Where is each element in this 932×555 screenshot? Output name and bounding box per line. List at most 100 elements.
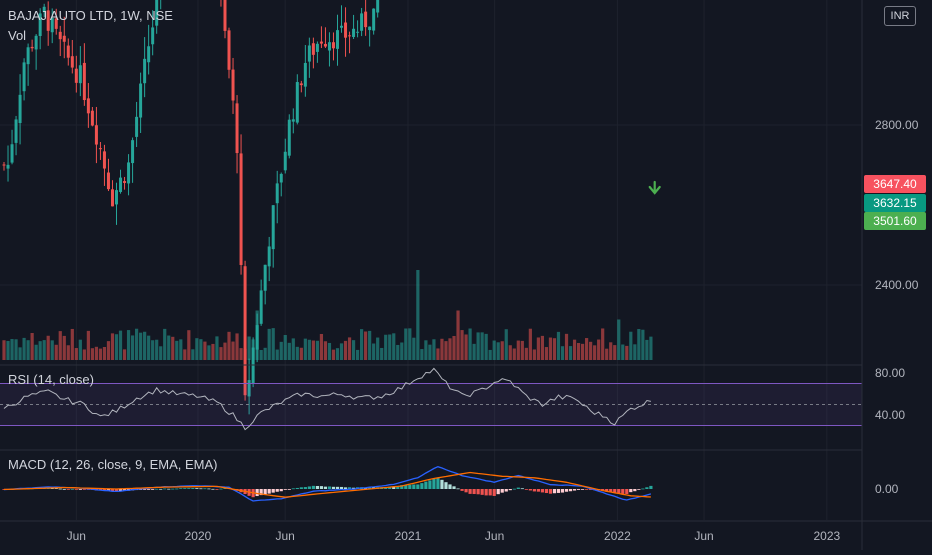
volume-bar <box>408 328 412 360</box>
candle-body <box>151 27 155 45</box>
volume-bar <box>335 348 340 360</box>
candle-body <box>42 6 46 13</box>
macd-histogram-bar <box>159 488 163 490</box>
time-tick-label: Jun <box>485 529 504 543</box>
volume-bar <box>323 341 328 360</box>
candle-body <box>331 42 335 49</box>
volume-bar <box>576 343 581 360</box>
volume-bar <box>339 343 344 360</box>
macd-histogram-bar <box>576 489 581 490</box>
volume-bar <box>227 331 231 360</box>
volume-bar <box>552 338 557 360</box>
price-levels <box>648 180 661 195</box>
macd-histogram-bar <box>536 489 540 492</box>
macd-histogram-bar <box>155 488 159 490</box>
candle-body <box>78 65 82 84</box>
macd-histogram-bar <box>512 488 516 490</box>
candle-body <box>247 380 251 397</box>
macd-histogram-bar <box>199 488 203 490</box>
macd-histogram-bar <box>460 489 464 491</box>
macd-histogram-bar <box>151 489 155 490</box>
candle-body <box>18 94 22 124</box>
macd-histogram-bar <box>287 489 291 490</box>
macd-histogram-bar <box>548 489 553 494</box>
macd-pane[interactable] <box>2 466 653 502</box>
candle-body <box>74 68 78 83</box>
candle-body <box>315 43 319 52</box>
volume-bar <box>609 342 613 360</box>
macd-histogram-bar <box>339 486 344 489</box>
volume-bar <box>496 342 500 360</box>
macd-legend[interactable]: MACD (12, 26, close, 9, EMA, EMA) <box>8 457 218 472</box>
volume-bar <box>480 332 484 360</box>
macd-histogram-bar <box>609 489 613 493</box>
volume-bar <box>416 270 420 360</box>
volume-bar <box>364 331 368 360</box>
currency-selector[interactable]: INR <box>884 6 916 26</box>
volume-bar <box>143 331 147 360</box>
macd-histogram-bar <box>203 488 207 490</box>
macd-histogram-bar <box>396 485 400 489</box>
candle-body <box>106 172 110 190</box>
volume-bar <box>171 336 175 360</box>
volume-bar <box>448 338 452 360</box>
volume-bar <box>26 340 30 360</box>
chart-title[interactable]: BAJAJ AUTO LTD, 1W, NSE <box>8 8 173 23</box>
volume-bar <box>275 349 279 360</box>
macd-histogram-bar <box>436 477 440 489</box>
down-arrow-marker <box>648 180 661 195</box>
candle-body <box>70 56 74 68</box>
rsi-pane[interactable] <box>0 367 862 431</box>
volume-legend[interactable]: Vol <box>8 28 27 43</box>
volume-bar <box>66 345 70 360</box>
candle-body <box>360 13 364 31</box>
volume-bar <box>400 342 404 360</box>
macd-histogram-bar <box>432 478 436 489</box>
time-tick-label: 2022 <box>604 529 631 543</box>
volume-bar <box>613 345 617 360</box>
macd-histogram-bar <box>404 484 408 489</box>
volume-bar <box>159 346 163 360</box>
macd-histogram-bar <box>283 489 287 490</box>
macd-histogram-bar <box>58 488 62 490</box>
candle-body <box>356 31 360 33</box>
volume-bar <box>295 346 299 360</box>
macd-histogram-bar <box>331 486 336 489</box>
macd-line <box>3 466 652 502</box>
volume-bar <box>605 348 609 360</box>
volume-bar <box>432 339 436 360</box>
volume-bar <box>267 328 271 360</box>
rsi-tick-label: 40.00 <box>875 408 905 422</box>
candle-body <box>251 347 255 384</box>
macd-histogram-bar <box>424 481 428 489</box>
candle-body <box>352 28 356 37</box>
volume-bar <box>42 340 46 360</box>
macd-tick-label: 0.00 <box>875 482 899 496</box>
candle-body <box>307 45 311 62</box>
volume-bar <box>307 339 311 360</box>
volume-bar <box>38 341 42 360</box>
candle-body <box>344 22 348 38</box>
volume-bar <box>10 339 14 360</box>
macd-histogram-bar <box>524 489 528 490</box>
volume-bar <box>428 344 432 360</box>
macd-histogram-bar <box>540 489 545 493</box>
macd-histogram-bar <box>412 484 416 489</box>
macd-histogram-bar <box>613 489 617 493</box>
candle-body <box>62 35 66 42</box>
volume-bar <box>384 334 388 360</box>
volume-bar <box>46 335 50 360</box>
macd-histogram-bar <box>211 488 215 490</box>
candle-body <box>6 164 10 169</box>
volume-bar <box>404 328 408 360</box>
volume-bar <box>6 340 10 360</box>
volume-bar <box>50 340 54 360</box>
volume-bar <box>223 342 227 360</box>
candle-body <box>127 162 131 184</box>
volume-bar <box>528 328 532 360</box>
candlesticks[interactable] <box>2 0 653 415</box>
rsi-legend[interactable]: RSI (14, close) <box>8 372 94 387</box>
volume-bar <box>440 338 444 360</box>
